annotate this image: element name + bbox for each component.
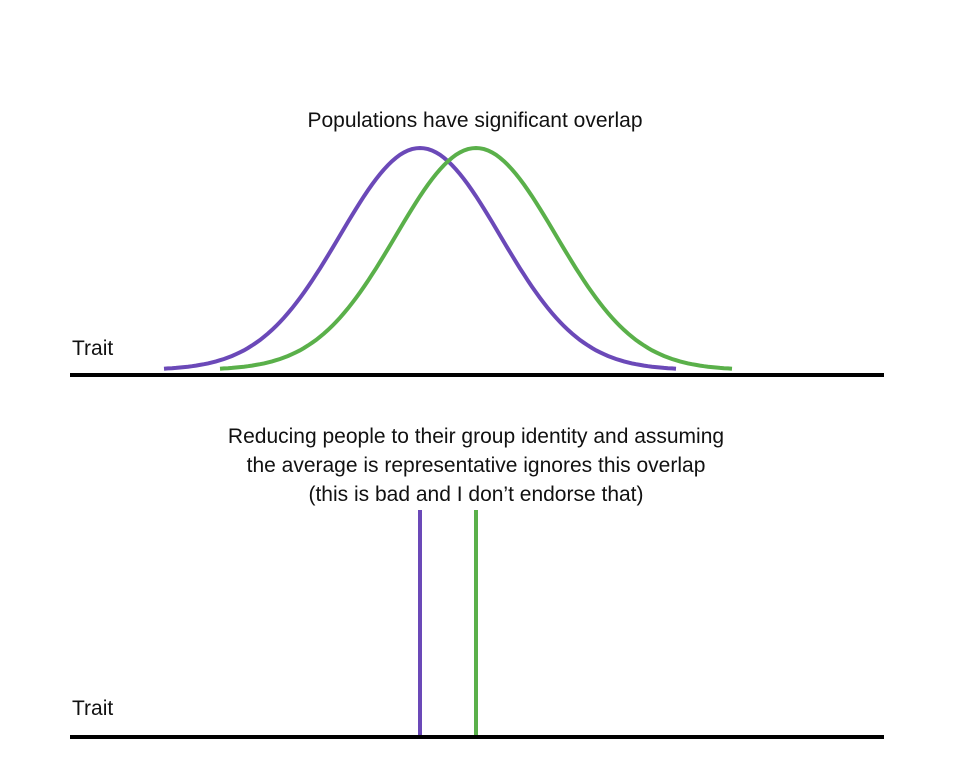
caption-line-3: (this is bad and I don’t endorse that) [308,483,644,506]
top-axis-label: Trait [72,337,114,360]
group-purple-distribution-curve [163,145,677,371]
caption-line-2: the average is representative ignores th… [246,454,706,477]
bottom-caption: Reducing people to their group identity … [0,422,952,509]
top-title: Populations have significant overlap [307,109,643,132]
caption-line-1: Reducing people to their group identity … [227,425,725,448]
bottom-axis-label: Trait [72,697,114,720]
group-green-distribution-curve [219,145,733,371]
